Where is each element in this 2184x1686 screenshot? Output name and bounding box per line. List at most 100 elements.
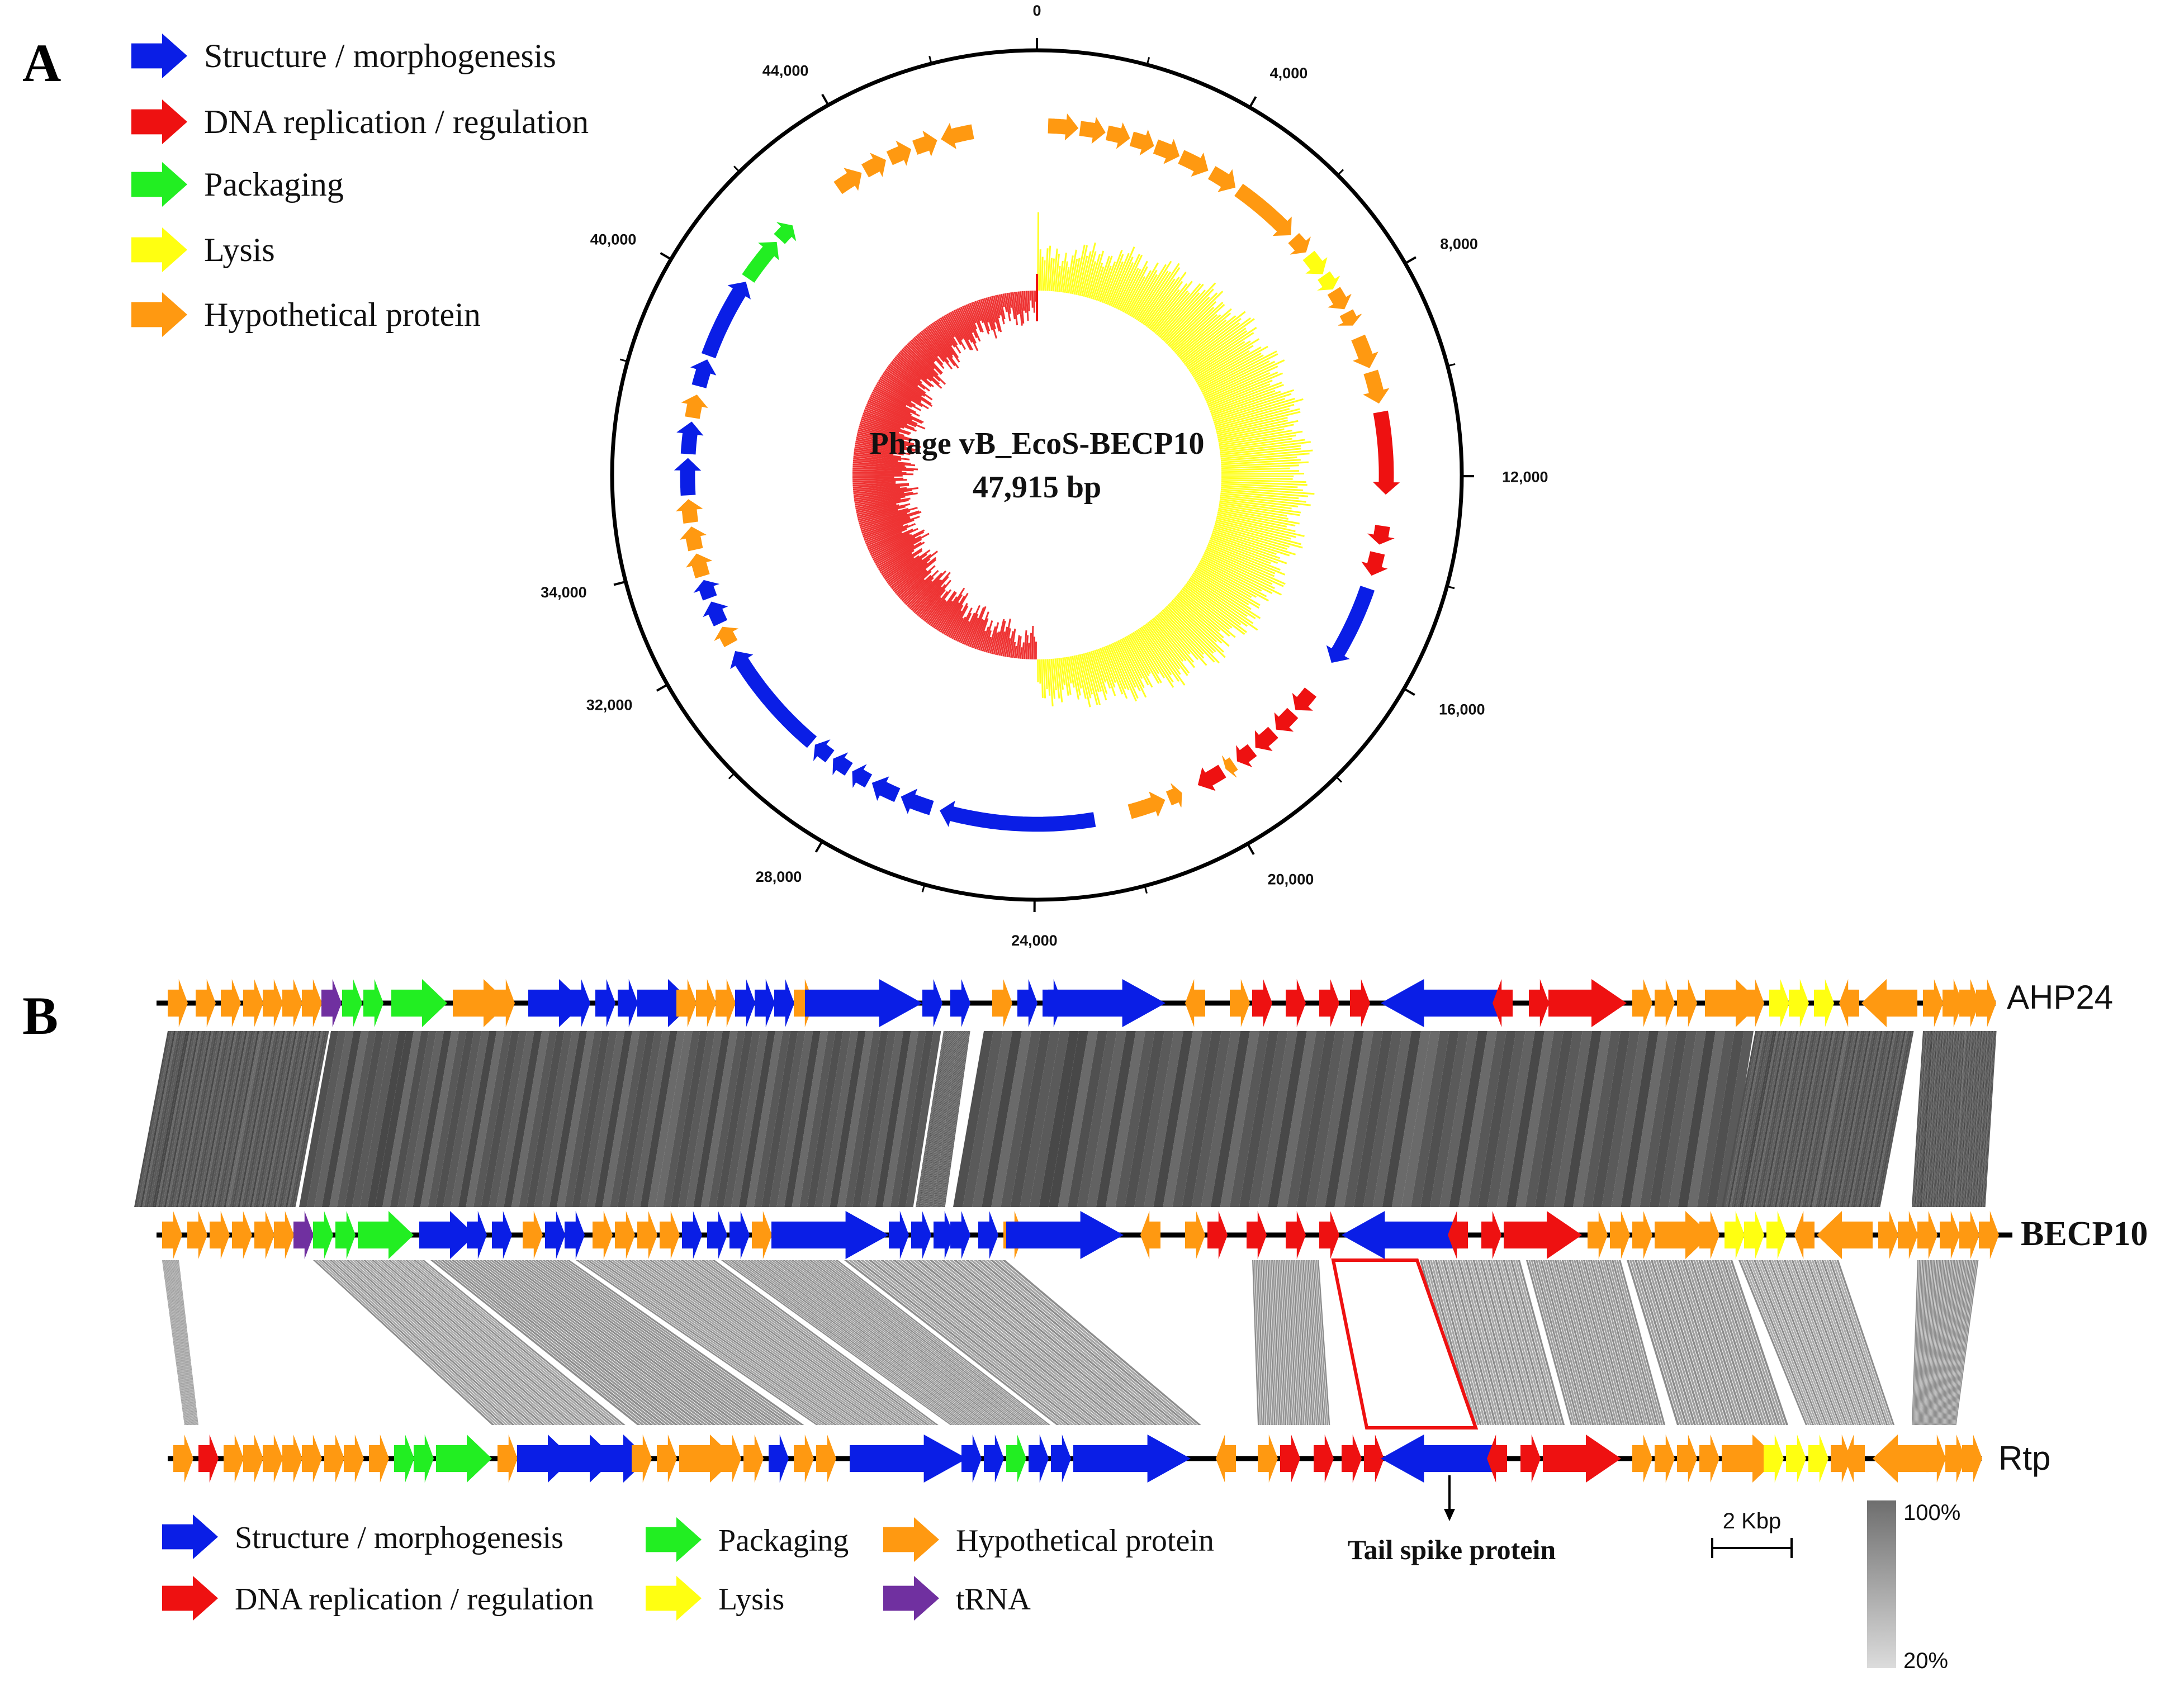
similarity-link [162,1031,198,1207]
gc-bar [854,492,913,502]
gc-bar [998,631,1006,656]
gc-bar [901,349,940,385]
gene-replication [1364,1435,1384,1483]
gc-skew-plot [852,212,1315,707]
similarity-link [140,1031,176,1207]
similarity-link [178,1031,214,1207]
gene-hypothetical [274,1211,294,1259]
similarity-link [917,1031,945,1207]
similarity-link [1839,1031,1875,1207]
gene-structure [595,979,615,1027]
similarity-link [942,1031,969,1207]
gc-bar [993,295,1001,319]
similarity-link [941,1260,1147,1425]
similarity-link [1754,1260,1821,1425]
gc-bar [1221,485,1303,491]
ring-gene-hypothetical [861,153,886,178]
similarity-link [1256,1260,1263,1425]
gc-bar [1139,263,1180,322]
similarity-link [1449,1031,1487,1207]
gc-bar [1187,580,1258,631]
gc-bar [1045,248,1049,291]
similarity-link [1716,1031,1754,1207]
similarity-link [1723,1031,1759,1207]
gc-bar [1108,246,1135,306]
similarity-link [172,1260,194,1425]
gc-bar [1183,585,1247,633]
similarity-link [807,1031,844,1207]
similarity-link [1769,1031,1804,1207]
similarity-link [245,1031,282,1207]
similarity-link [1922,1260,1932,1425]
gc-bar [860,421,904,437]
gc-bar [853,454,902,461]
similarity-link [1956,1031,1969,1207]
gc-bar [879,378,929,410]
similarity-link [1948,1260,1968,1425]
similarity-link [162,1260,185,1425]
similarity-link [897,1260,1107,1425]
gc-bar [931,322,960,363]
similarity-link [814,1031,851,1207]
similarity-link [165,1260,188,1425]
similarity-link [164,1260,187,1425]
gc-bar [916,334,944,365]
similarity-link [411,1260,612,1425]
similarity-link [784,1031,821,1207]
similarity-link [500,1260,724,1425]
similarity-link [705,1260,932,1425]
gc-bar [1197,564,1257,598]
similarity-link [922,1031,950,1207]
gene-hypothetical [1610,1211,1630,1259]
similarity-link [144,1031,180,1207]
similarity-link [1757,1031,1793,1207]
similarity-link [273,1031,309,1207]
similarity-link [972,1031,1012,1207]
gc-bar [1162,282,1216,341]
similarity-link [560,1260,796,1425]
gc-bar [1175,314,1221,355]
similarity-link [1086,1031,1126,1207]
similarity-link [848,1260,1063,1425]
gc-bar [858,509,899,521]
gene-structure [978,1211,998,1259]
similarity-link [1363,1031,1402,1207]
tick-label: 8,000 [1440,235,1478,252]
similarity-link [1472,1260,1520,1425]
similarity-link [203,1031,240,1207]
gc-bar [1160,611,1205,659]
gc-bar [1142,625,1186,686]
gc-bar [1198,352,1262,388]
similarity-link [812,1260,1031,1425]
gc-bar [1043,260,1046,291]
similarity-link [1659,1031,1697,1207]
gene-replication [1481,1211,1501,1259]
similarity-link [1934,1031,1947,1207]
similarity-link [1698,1260,1755,1425]
similarity-link [1761,1031,1797,1207]
gc-bar [1153,617,1196,668]
track-label-becp10: BECP10 [2021,1215,2148,1253]
similarity-link [1048,1031,1088,1207]
similarity-link [1804,1260,1866,1425]
similarity-link [1272,1260,1281,1425]
gc-bar [1164,606,1220,664]
gc-bar [852,484,909,491]
similarity-link [788,1260,1011,1425]
similarity-link [1939,1260,1956,1425]
similarity-link [252,1031,287,1207]
gc-bar [881,374,922,402]
similarity-link [437,1260,649,1425]
ring-gene-structure [940,800,1096,832]
similarity-link [1294,1260,1305,1425]
gc-bar [1216,515,1305,538]
similarity-link [646,1260,880,1425]
similarity-link [1640,1031,1678,1207]
similarity-link [656,1260,889,1425]
similarity-link [1262,1260,1271,1425]
similarity-link [202,1031,238,1207]
similarity-link [1806,1031,1841,1207]
similarity-link [1801,1260,1864,1425]
similarity-link [1002,1260,1201,1425]
similarity-link [1741,1260,1810,1425]
